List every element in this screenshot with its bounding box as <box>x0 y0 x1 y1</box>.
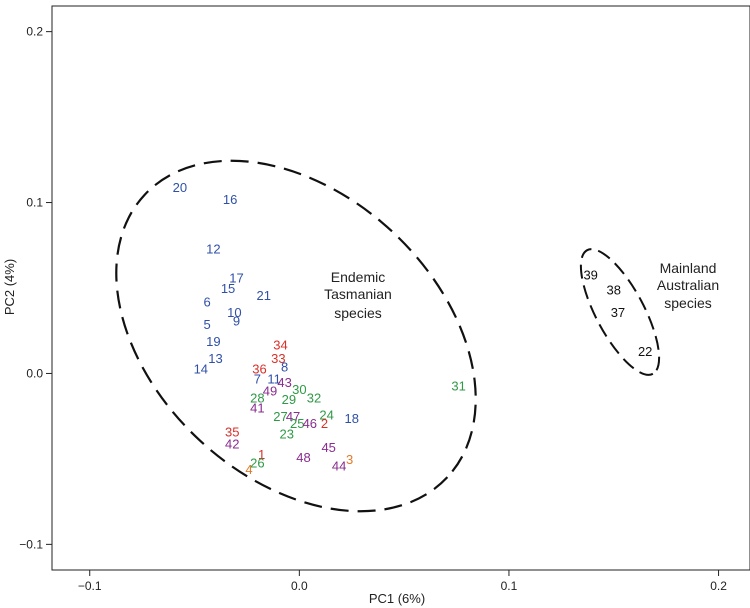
point-label-9: 9 <box>233 313 240 328</box>
point-label-2: 2 <box>321 416 328 431</box>
mainland-line-1: Mainland <box>660 260 717 276</box>
point-label-24: 24 <box>319 407 333 422</box>
point-label-4: 4 <box>245 462 252 477</box>
point-label-38: 38 <box>607 283 621 298</box>
y-tick-label: −0.1 <box>19 537 43 551</box>
point-label-20: 20 <box>173 180 187 195</box>
point-label-15: 15 <box>221 281 235 296</box>
point-label-47: 47 <box>286 409 300 424</box>
point-label-14: 14 <box>194 361 208 376</box>
endemic-annotation: Endemic Tasmanian species <box>324 269 392 321</box>
point-label-49: 49 <box>263 384 277 399</box>
x-tick-label: 0.1 <box>501 579 518 593</box>
point-label-34: 34 <box>273 337 287 352</box>
mainland-line-2: Australian <box>657 277 719 293</box>
cluster-ellipses <box>115 159 661 513</box>
point-label-33: 33 <box>271 351 285 366</box>
point-label-37: 37 <box>611 305 625 320</box>
point-label-11: 11 <box>267 372 281 387</box>
point-label-21: 21 <box>256 288 270 303</box>
y-axis: −0.1 0.0 0.1 0.2 <box>19 25 52 551</box>
point-label-1: 1 <box>258 447 265 462</box>
point-label-22: 22 <box>638 344 652 359</box>
y-tick-label: 0.1 <box>26 196 43 210</box>
point-label-18: 18 <box>345 411 359 426</box>
point-label-16: 16 <box>223 192 237 207</box>
plot-frame-group <box>51 5 750 571</box>
point-label-26: 26 <box>250 455 264 470</box>
point-label-19: 19 <box>206 334 220 349</box>
point-label-7: 7 <box>254 372 261 387</box>
tasmanian-cluster-ellipse <box>115 159 477 513</box>
x-tick-label: −0.1 <box>78 579 102 593</box>
point-label-3: 3 <box>346 452 353 467</box>
point-label-12: 12 <box>206 242 220 257</box>
mainland-annotation: Mainland Australian species <box>657 260 719 311</box>
y-tick-label: 0.2 <box>26 25 43 39</box>
y-tick-label: 0.0 <box>26 366 43 380</box>
x-tick-label: 0.0 <box>291 579 308 593</box>
point-label-30: 30 <box>292 382 306 397</box>
endemic-line-1: Endemic <box>331 269 385 285</box>
point-label-46: 46 <box>303 416 317 431</box>
point-label-29: 29 <box>282 392 296 407</box>
point-label-8: 8 <box>281 360 288 375</box>
point-label-13: 13 <box>208 351 222 366</box>
point-label-25: 25 <box>290 416 304 431</box>
point-label-45: 45 <box>321 440 335 455</box>
point-label-32: 32 <box>307 390 321 405</box>
point-label-27: 27 <box>273 409 287 424</box>
point-label-39: 39 <box>583 267 597 282</box>
point-label-36: 36 <box>252 361 266 376</box>
point-label-44: 44 <box>332 459 346 474</box>
point-label-17: 17 <box>229 271 243 286</box>
endemic-line-3: species <box>334 305 381 321</box>
x-axis: −0.1 0.0 0.1 0.2 <box>78 570 727 593</box>
point-label-43: 43 <box>277 375 291 390</box>
x-axis-label: PC1 (6%) <box>369 591 425 606</box>
point-label-6: 6 <box>203 295 210 310</box>
point-label-31: 31 <box>451 378 465 393</box>
point-label-35: 35 <box>225 425 239 440</box>
x-tick-label: 0.2 <box>710 579 727 593</box>
point-label-48: 48 <box>296 450 310 465</box>
point-label-42: 42 <box>225 437 239 452</box>
point-label-10: 10 <box>227 305 241 320</box>
point-label-41: 41 <box>250 401 264 416</box>
mainland-line-3: species <box>664 295 711 311</box>
point-label-23: 23 <box>280 426 294 441</box>
point-label-5: 5 <box>203 317 210 332</box>
y-axis-label: PC2 (4%) <box>2 259 17 315</box>
plot-frame <box>51 5 750 571</box>
point-label-28: 28 <box>250 390 264 405</box>
endemic-line-2: Tasmanian <box>324 286 392 302</box>
